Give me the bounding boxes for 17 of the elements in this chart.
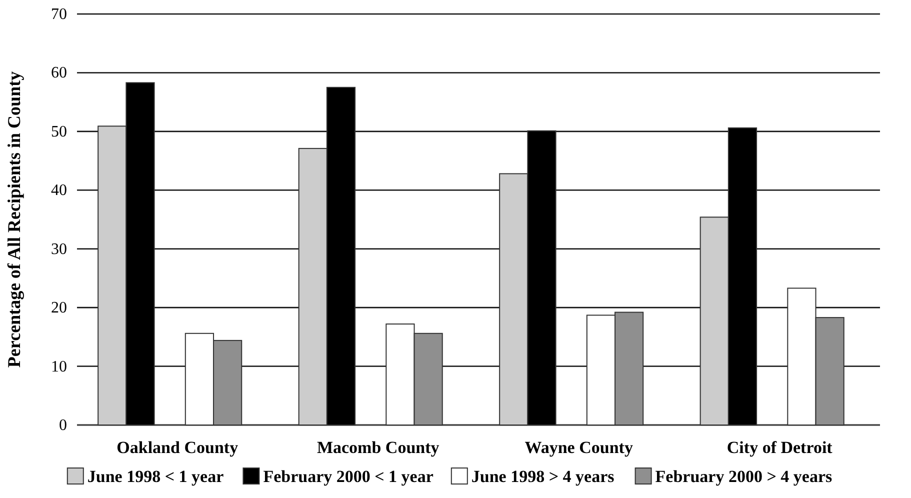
y-tick-label: 40 xyxy=(51,182,67,200)
y-tick-label: 30 xyxy=(51,240,67,258)
y-tick-label: 50 xyxy=(51,123,67,140)
y-tick-label: 10 xyxy=(51,358,67,376)
y-tick-label: 20 xyxy=(51,300,67,317)
x-tick-label: City of Detroit xyxy=(726,438,833,457)
x-tick-label: Oakland County xyxy=(116,438,239,457)
legend-label: February 2000 < 1 year xyxy=(263,467,434,486)
y-tick-label: 70 xyxy=(51,6,67,23)
legend-label: June 1998 > 4 years xyxy=(471,467,615,486)
y-axis-title: Percentage of All Recipients in County xyxy=(4,71,24,368)
x-tick-label: Macomb County xyxy=(316,438,440,457)
y-tick-label: 0 xyxy=(59,417,67,434)
legend-label: February 2000 > 4 years xyxy=(655,467,833,486)
x-tick-label: Wayne County xyxy=(524,438,634,457)
y-tick-label: 60 xyxy=(51,64,67,82)
legend-label: June 1998 < 1 year xyxy=(87,467,224,486)
